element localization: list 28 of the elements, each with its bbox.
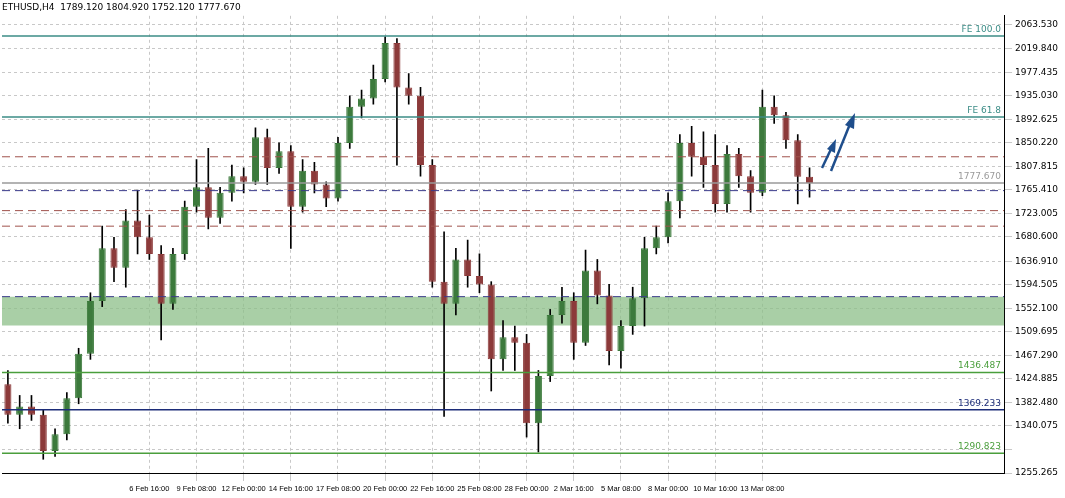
y-tick-label: 1935.030 <box>1015 90 1059 101</box>
y-tick-label: 1807.815 <box>1015 160 1059 171</box>
y-tick-label: 1509.695 <box>1015 326 1059 337</box>
y-tick-label: 1892.625 <box>1015 113 1059 124</box>
candlestick <box>511 325 519 371</box>
y-tick-label: 1255.265 <box>1015 467 1059 478</box>
y-tick-label: 1850.220 <box>1015 137 1059 148</box>
y-tick-label: 1424.885 <box>1015 373 1059 384</box>
ref-line-label: FE 100.0 <box>961 23 1002 34</box>
y-tick-label: 1680.600 <box>1015 231 1059 242</box>
y-tick-label: 2019.840 <box>1015 42 1059 53</box>
y-tick-label: 1467.290 <box>1015 349 1059 360</box>
y-tick-label: 1977.435 <box>1015 66 1059 77</box>
y-tick-label: 1723.005 <box>1015 207 1059 218</box>
ref-line-label: 1369.233 <box>958 397 1002 408</box>
y-tick-label: 1340.075 <box>1015 420 1059 431</box>
y-tick-label: 1382.480 <box>1015 396 1059 407</box>
y-tick-label: 1765.410 <box>1015 184 1059 195</box>
ref-line-label: FE 61.8 <box>967 104 1002 115</box>
chart-title: ETHUSD,H4 1789.120 1804.920 1752.120 1777.670 <box>2 1 241 12</box>
y-tick-label: 1636.910 <box>1015 255 1059 266</box>
candlestick <box>440 231 448 417</box>
ref-line-label: 1777.670 <box>958 170 1002 181</box>
y-tick-label: 1552.100 <box>1015 302 1059 313</box>
y-tick-label: 2063.530 <box>1015 18 1059 29</box>
ref-line-label: 1436.487 <box>958 360 1002 371</box>
ref-line-label: 1290.823 <box>958 441 1002 452</box>
y-tick-label: 1594.505 <box>1015 279 1059 290</box>
